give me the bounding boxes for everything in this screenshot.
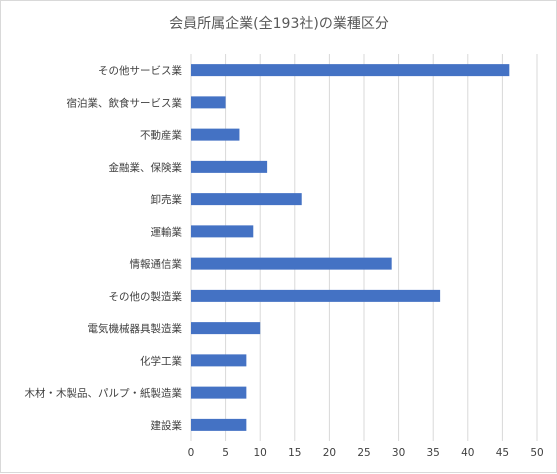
bar	[191, 257, 392, 270]
x-tick-label: 50	[530, 447, 543, 459]
category-label: 宿泊業、飲食サービス業	[67, 96, 183, 109]
x-tick-label: 40	[461, 447, 474, 459]
gridlines	[190, 54, 538, 441]
bar	[191, 386, 247, 399]
category-label: 金融業、保険業	[109, 161, 183, 174]
bar	[191, 128, 240, 141]
x-tick-label: 45	[496, 447, 509, 459]
bar	[191, 289, 441, 302]
bar	[191, 160, 268, 173]
bar	[191, 418, 247, 431]
category-label: 情報通信業	[130, 258, 183, 271]
bar	[191, 193, 302, 206]
chart-title: 会員所属企業(全193社)の業種区分	[169, 15, 389, 32]
bar	[191, 354, 247, 367]
bar	[191, 225, 254, 238]
x-tick-label: 20	[323, 447, 336, 459]
x-tick-label: 25	[357, 447, 370, 459]
category-label: その他サービス業	[98, 64, 182, 77]
x-tick-label: 30	[392, 447, 405, 459]
category-label: 木材・木製品、パルプ・紙製造業	[25, 387, 183, 400]
category-label: 化学工業	[140, 354, 182, 367]
x-tick-label: 10	[254, 447, 267, 459]
category-label: 建設業	[151, 419, 183, 432]
x-axis-tick-labels: 0 5 10 15 20 25 30 35 40 45 50	[188, 447, 544, 459]
category-label: 電気機械器具製造業	[88, 322, 183, 335]
bar	[191, 96, 226, 109]
x-tick-label: 0	[188, 447, 195, 459]
x-tick-label: 35	[427, 447, 440, 459]
category-label: 運輸業	[151, 225, 183, 238]
bar	[191, 322, 261, 335]
category-labels: その他サービス業宿泊業、飲食サービス業不動産業金融業、保険業卸売業運輸業情報通信…	[25, 64, 183, 432]
bars	[191, 64, 510, 431]
x-tick-label: 5	[222, 447, 229, 459]
category-label: その他の製造業	[109, 290, 183, 303]
x-tick-label: 15	[288, 447, 301, 459]
category-label: 卸売業	[151, 193, 183, 206]
category-label: 不動産業	[140, 129, 182, 142]
bar	[191, 64, 510, 77]
